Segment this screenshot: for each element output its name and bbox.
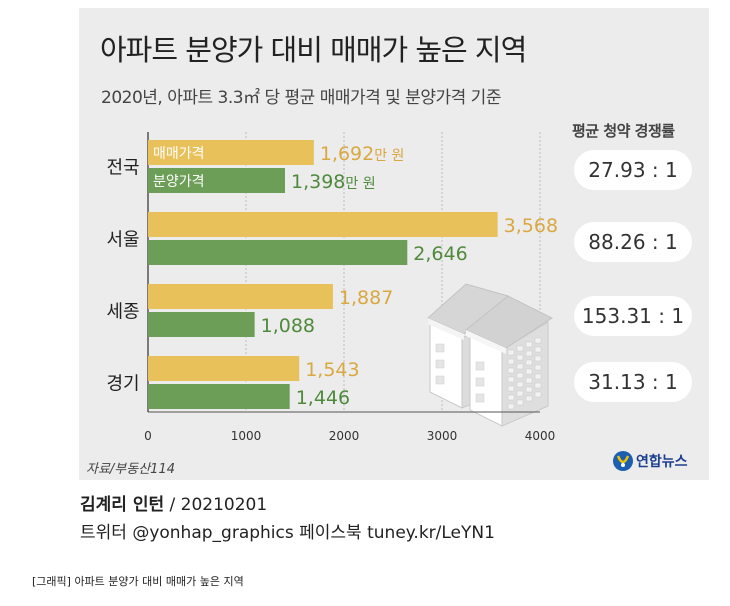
bar-presale-2 <box>148 312 255 337</box>
window <box>507 358 515 365</box>
category-label-0: 전국 <box>106 158 139 179</box>
window <box>516 381 524 388</box>
value-label-sale-0: 1,692만 원 <box>320 143 405 165</box>
rate-header: 평균 청약 경쟁률 <box>572 122 675 140</box>
window <box>435 359 445 369</box>
rate-pill-gyeonggi: 31.13 : 1 <box>574 362 692 402</box>
source-note: 자료/부동산114 <box>86 462 175 477</box>
x-tick-label-3000: 3000 <box>427 429 458 443</box>
author-name: 김계리 인턴 <box>80 495 165 515</box>
image-caption: [그래픽] 아파트 분양가 대비 매매가 높은 지역 <box>32 575 244 588</box>
x-axis: 0 1000 2000 3000 4000 <box>144 411 556 443</box>
window <box>516 354 524 361</box>
window <box>534 391 542 398</box>
window <box>534 373 542 380</box>
legend-label-sale: 매매가격 <box>153 146 205 162</box>
window <box>516 345 524 352</box>
window <box>435 343 445 353</box>
window <box>516 399 524 406</box>
window <box>435 375 445 385</box>
window <box>507 403 515 410</box>
logo-text: 연합뉴스 <box>636 454 688 470</box>
window <box>507 367 515 374</box>
unit-label-presale: 만 원 <box>345 176 375 192</box>
window <box>534 337 542 344</box>
window <box>534 364 542 371</box>
value-label-presale-3: 1,446 <box>296 387 350 409</box>
window <box>516 390 524 397</box>
value-label-presale-0: 1,398만 원 <box>291 171 376 193</box>
bar-sale-1 <box>148 212 498 237</box>
window <box>507 349 515 356</box>
value-label-presale-1: 2,646 <box>413 243 467 265</box>
legend-label-presale: 분양가격 <box>153 174 205 190</box>
publish-date: / 20210201 <box>164 495 268 515</box>
bar-presale-1 <box>148 240 408 265</box>
category-label-2: 세종 <box>106 302 139 323</box>
category-label-3: 경기 <box>106 374 139 395</box>
value-label-sale-3: 1,543 <box>305 359 359 381</box>
window <box>516 372 524 379</box>
window <box>525 359 533 366</box>
bar-presale-0 <box>148 168 286 193</box>
x-tick-label-0: 0 <box>144 429 152 443</box>
window <box>475 377 485 387</box>
yonhap-logo: 연합뉴스 <box>612 450 688 472</box>
bar-sale-2 <box>148 284 333 309</box>
apartment-building-icon <box>427 283 554 427</box>
yonhap-logo-icon <box>613 451 633 471</box>
rate-pill-seoul: 88.26 : 1 <box>574 222 692 262</box>
value-label-presale-2: 1,088 <box>261 315 315 337</box>
x-tick-label-4000: 4000 <box>525 429 556 443</box>
window <box>534 346 542 353</box>
unit-label-sale: 만 원 <box>374 148 404 164</box>
author-credit: 김계리 인턴 / 20210201 <box>80 490 267 515</box>
x-tick-label-2000: 2000 <box>329 429 360 443</box>
window <box>525 350 533 357</box>
category-label-1: 서울 <box>106 230 139 251</box>
window <box>534 355 542 362</box>
x-tick-label-1000: 1000 <box>231 429 262 443</box>
value-label-sale-1: 3,568 <box>504 215 558 237</box>
window <box>534 382 542 389</box>
window <box>525 368 533 375</box>
bar-sale-0 <box>148 140 314 165</box>
window <box>475 393 485 403</box>
window <box>516 363 524 370</box>
rate-pill-sejong: 153.31 : 1 <box>574 296 692 336</box>
window <box>507 376 515 383</box>
window <box>475 361 485 371</box>
window <box>525 386 533 393</box>
window <box>525 341 533 348</box>
window <box>507 394 515 401</box>
chart-title: 아파트 분양가 대비 매매가 높은 지역 <box>100 33 527 67</box>
bar-presale-3 <box>148 384 290 409</box>
social-links: 트위터 @yonhap_graphics 페이스북 tuney.kr/LeYN1 <box>80 523 495 543</box>
window <box>525 377 533 384</box>
bar-sale-3 <box>148 356 300 381</box>
chart-subtitle: 2020년, 아파트 3.3㎡ 당 평균 매매가격 및 분양가격 기준 <box>101 88 501 108</box>
window <box>507 385 515 392</box>
rate-pill-nationwide: 27.93 : 1 <box>574 150 692 190</box>
value-label-sale-2: 1,887 <box>339 287 393 309</box>
window <box>525 395 533 402</box>
